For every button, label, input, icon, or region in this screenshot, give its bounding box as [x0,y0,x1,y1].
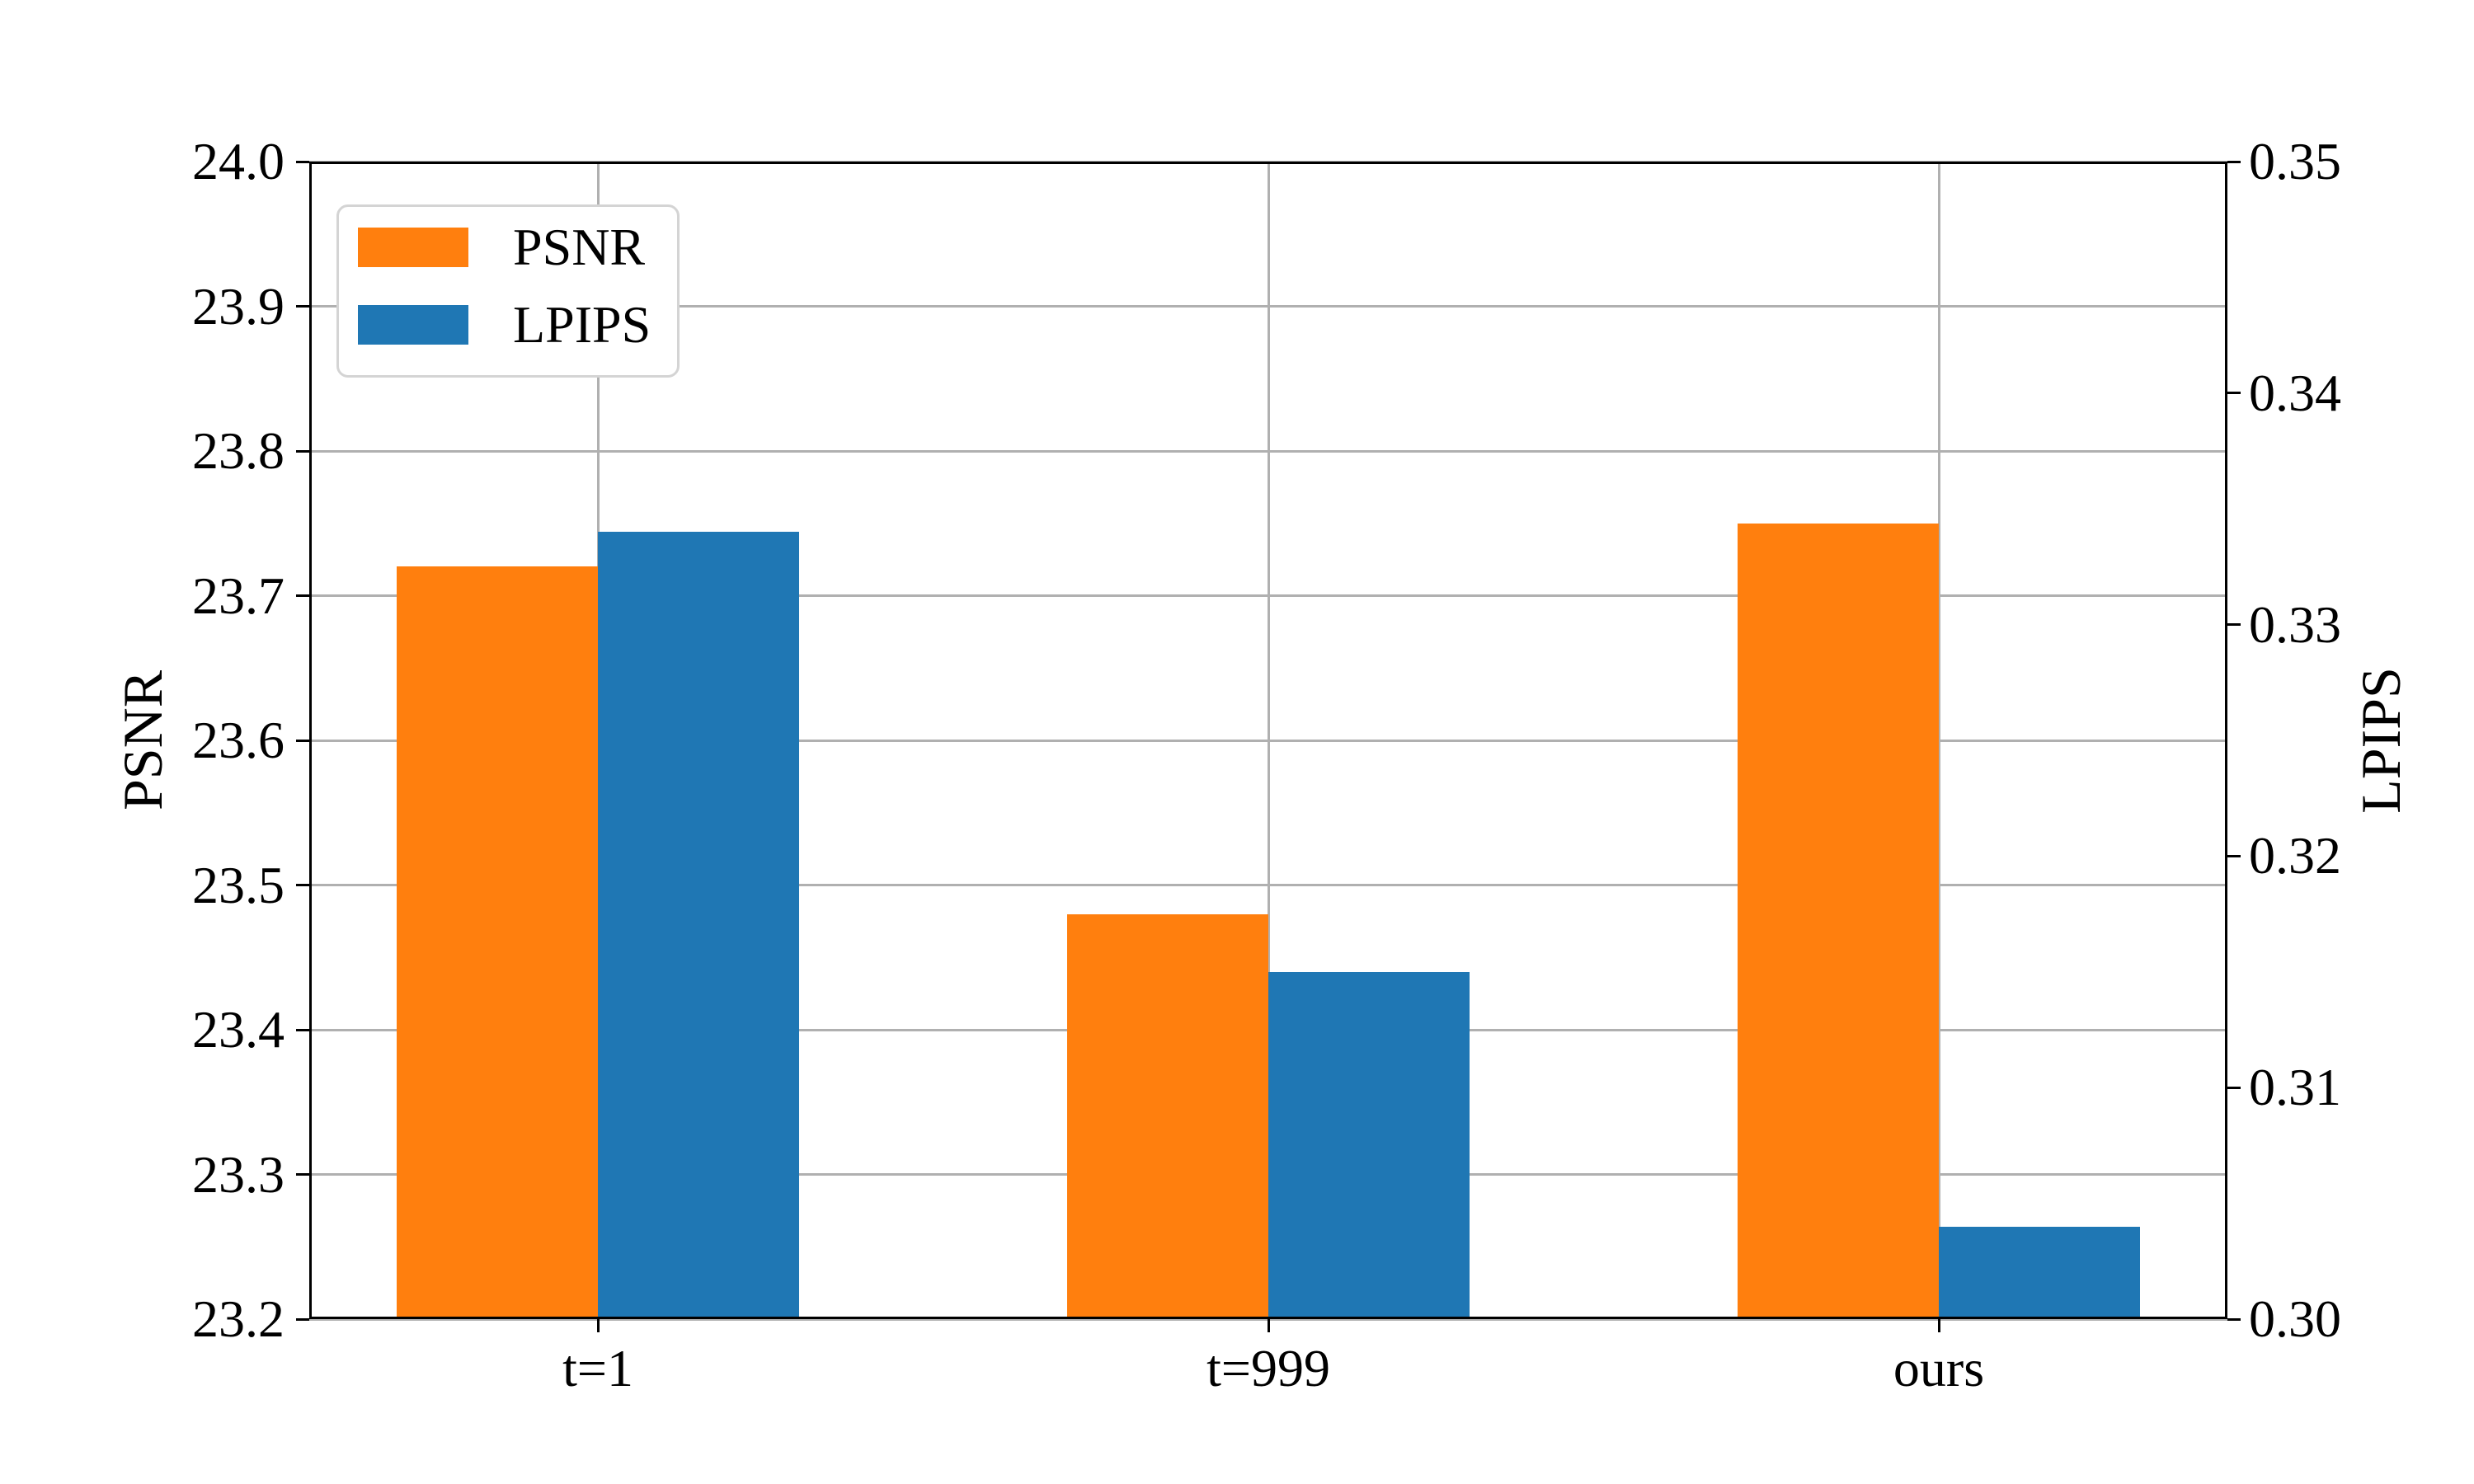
bar-psnr-ours [1738,524,1939,1319]
y-right-tick [2227,623,2241,627]
y-left-tick [296,594,309,597]
y-right-tick [2227,160,2241,163]
x-tick-label: t=1 [562,1339,633,1397]
x-tick-label: ours [1893,1339,1985,1397]
x-tick [1267,1319,1270,1332]
y-right-tick-label: 0.32 [2249,826,2341,885]
y-left-tick-label: 23.7 [192,566,285,625]
y-left-tick [296,884,309,886]
y-left-tick [296,160,309,163]
lpips-legend-swatch-icon [358,305,468,345]
y-right-tick [2227,392,2241,395]
y-left-tick-label: 23.3 [192,1144,285,1204]
bar-psnr-t=999 [1067,914,1268,1319]
bar-lpips-ours [1939,1227,2140,1319]
v-gridline [1267,162,1270,1319]
y-right-tick [2227,854,2241,857]
y-left-tick [296,739,309,742]
psnr-legend-swatch-icon [358,228,468,267]
y-right-tick [2227,1317,2241,1321]
legend: PSNR LPIPS [336,204,680,378]
y-left-tick [296,449,309,453]
v-gridline [1937,162,1940,1319]
bar-lpips-t=1 [598,532,799,1319]
y-right-tick-label: 0.31 [2249,1058,2341,1117]
y-left-tick-label: 23.9 [192,276,285,336]
y-right-tick-label: 0.35 [2249,132,2341,190]
legend-item-psnr: PSNR [358,221,677,274]
y-left-tick-label: 23.5 [192,855,285,914]
y-right-tick-label: 0.30 [2249,1289,2341,1348]
y-left-tick-label: 23.8 [192,421,285,480]
y-left-tick-label: 24.0 [192,132,285,190]
x-tick-label: t=999 [1206,1339,1330,1397]
y-left-tick [296,1028,309,1031]
right-axis-title: LPIPS [2349,667,2412,814]
y-right-tick [2227,1086,2241,1089]
y-left-tick [296,305,309,308]
y-left-tick [296,1317,309,1321]
y-left-tick-label: 23.2 [192,1289,285,1348]
bar-psnr-t=1 [397,566,598,1319]
y-right-tick-label: 0.34 [2249,363,2341,422]
y-left-tick-label: 23.6 [192,711,285,769]
x-tick [596,1319,600,1332]
bar-lpips-t=999 [1268,972,1470,1319]
legend-label-lpips: LPIPS [513,295,651,354]
x-tick [1937,1319,1940,1332]
legend-item-lpips: LPIPS [358,298,677,351]
legend-label-psnr: PSNR [513,218,646,276]
y-left-tick-label: 23.4 [192,1000,285,1059]
y-left-tick [296,1173,309,1176]
y-right-tick-label: 0.33 [2249,594,2341,654]
plot-area [309,160,2227,1321]
